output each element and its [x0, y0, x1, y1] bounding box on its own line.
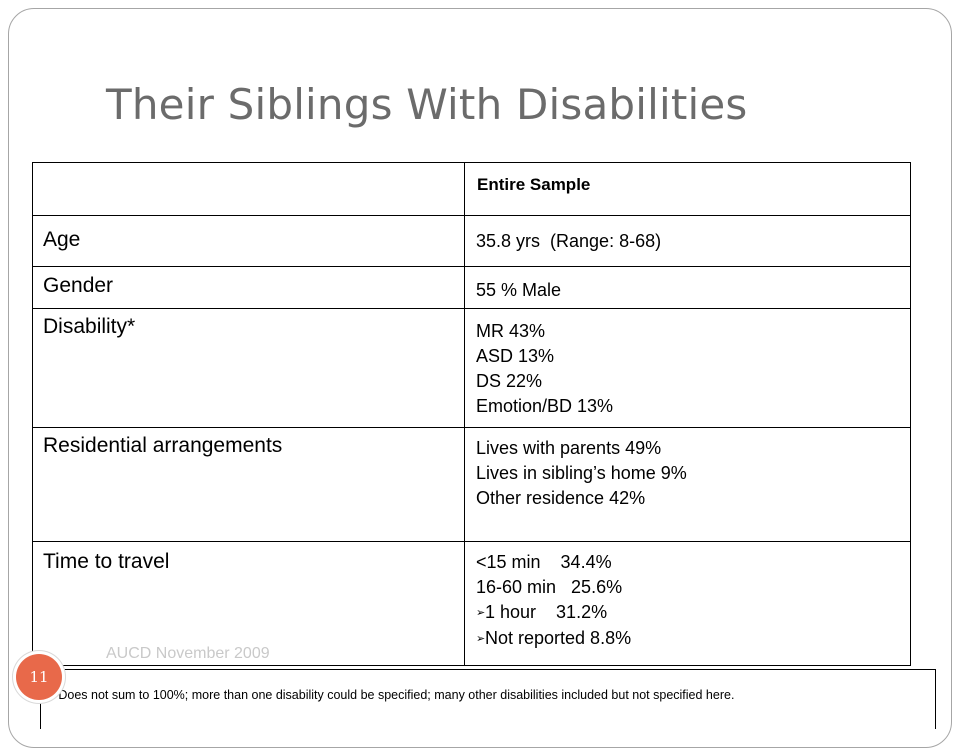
- row-label: Time to travel: [43, 550, 170, 573]
- row-value-bulleted: ➢1 hour 31.2%: [476, 600, 910, 626]
- sibling-characteristics-table: Entire Sample Age 35.8 yrs (Range: 8-68)…: [32, 162, 911, 666]
- table-header-blank-cell: [32, 162, 465, 216]
- row-value: 35.8 yrs (Range: 8-68): [476, 231, 662, 251]
- row-value: Lives in sibling’s home 9%: [476, 463, 687, 483]
- row-label-cell: Age: [32, 215, 465, 267]
- table-row-age: Age 35.8 yrs (Range: 8-68): [32, 215, 911, 267]
- table-row-disability: Disability* MR 43% ASD 13% DS 22% Emotio…: [32, 308, 911, 428]
- row-value: ASD 13%: [476, 346, 555, 366]
- table-header-cell: Entire Sample: [464, 162, 911, 216]
- slide-footer: AUCD November 2009: [106, 645, 270, 662]
- row-value-cell: 55 % Male: [464, 266, 911, 309]
- row-label-cell: Time to travel: [32, 541, 465, 666]
- table-row-gender: Gender 55 % Male: [32, 266, 911, 309]
- row-value: Other residence 42%: [476, 488, 646, 508]
- row-value-cell: 35.8 yrs (Range: 8-68): [464, 215, 911, 267]
- row-value-cell: MR 43% ASD 13% DS 22% Emotion/BD 13%: [464, 308, 911, 428]
- row-label-cell: Gender: [32, 266, 465, 309]
- row-value: 55 % Male: [476, 280, 562, 300]
- row-value-cell: Lives with parents 49% Lives in sibling’…: [464, 427, 911, 542]
- row-value: DS 22%: [476, 371, 543, 391]
- row-value: Not reported 8.8%: [485, 628, 632, 648]
- row-label: Gender: [43, 274, 114, 297]
- row-value: 1 hour 31.2%: [485, 602, 608, 622]
- row-value: MR 43%: [476, 321, 546, 341]
- row-label: Residential arrangements: [43, 434, 283, 457]
- row-value: Lives with parents 49%: [476, 438, 662, 458]
- table-row-residential: Residential arrangements Lives with pare…: [32, 427, 911, 542]
- footnote-box: [40, 669, 936, 729]
- arrow-bullet-icon: ➢: [476, 607, 486, 619]
- row-value: 16-60 min 25.6%: [476, 577, 623, 597]
- row-value: Emotion/BD 13%: [476, 396, 614, 416]
- table-header-row: Entire Sample: [32, 162, 911, 216]
- row-label-cell: Disability*: [32, 308, 465, 428]
- table-row-travel-time: Time to travel <15 min 34.4% 16-60 min 2…: [32, 541, 911, 666]
- column-header-entire-sample: Entire Sample: [477, 175, 591, 194]
- row-value-cell: <15 min 34.4% 16-60 min 25.6% ➢1 hour 31…: [464, 541, 911, 666]
- page-number-badge: 11: [16, 654, 62, 700]
- row-label: Age: [43, 228, 81, 251]
- row-label-cell: Residential arrangements: [32, 427, 465, 542]
- row-value: <15 min 34.4%: [476, 552, 612, 572]
- row-label: Disability*: [43, 315, 136, 338]
- footnote: * Does not sum to 100%; more than one di…: [50, 688, 735, 702]
- row-value-bulleted: ➢Not reported 8.8%: [476, 626, 910, 652]
- arrow-bullet-icon: ➢: [476, 633, 486, 645]
- slide-title: Their Siblings With Disabilities: [106, 80, 748, 129]
